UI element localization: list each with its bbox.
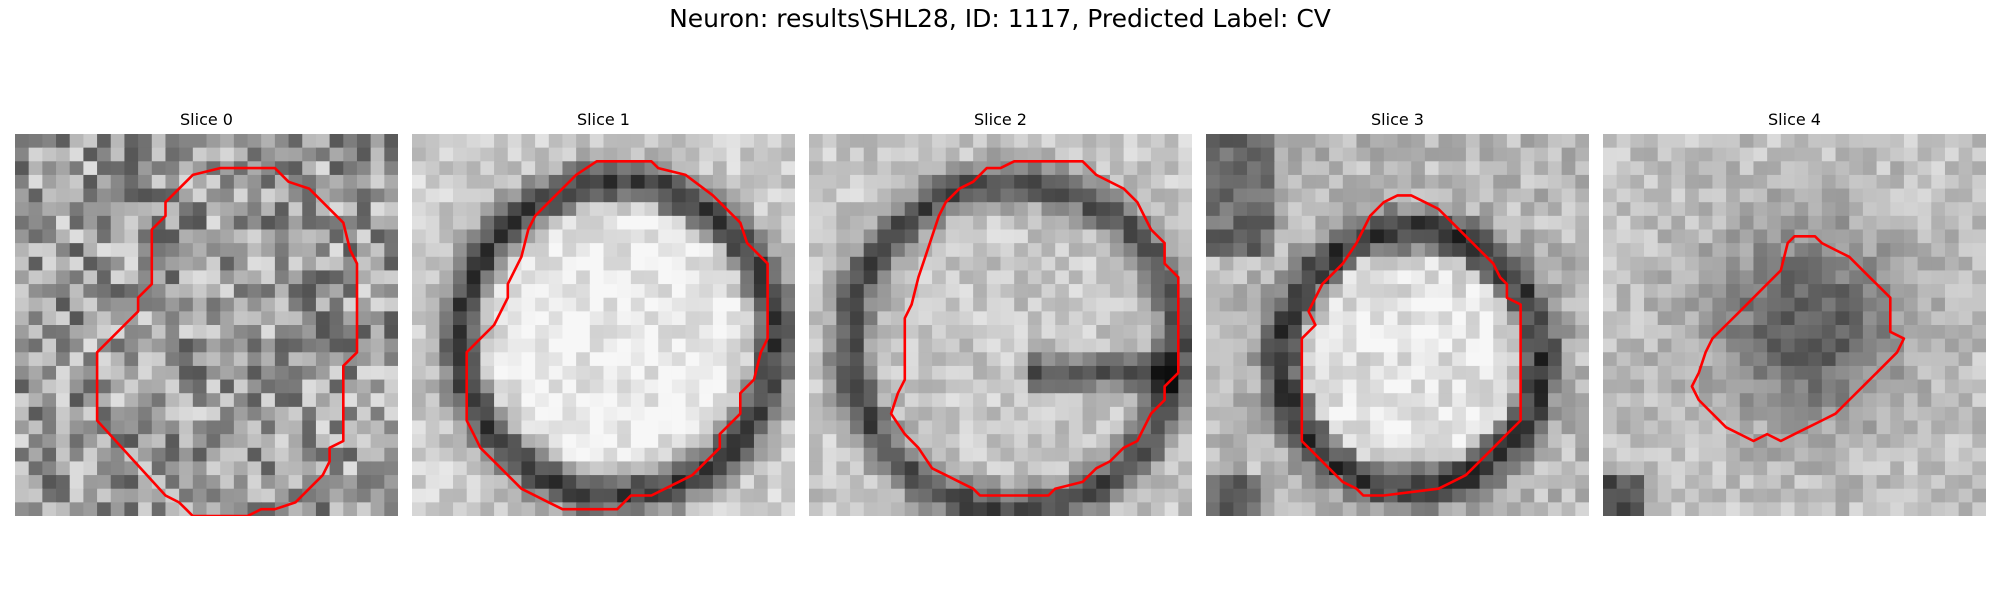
slice-image-0 (15, 134, 398, 516)
slice-panel-4 (1603, 134, 1986, 516)
pixel-grid-4 (1603, 134, 1986, 516)
pixel-grid-2 (809, 134, 1192, 516)
figure-title: Neuron: results\SHL28, ID: 1117, Predict… (669, 4, 1331, 33)
panel-title-slice-1: Slice 1 (577, 110, 630, 129)
slice-panel-2 (809, 134, 1192, 516)
slice-image-2 (809, 134, 1192, 516)
slice-image-4 (1603, 134, 1986, 516)
panel-title-slice-4: Slice 4 (1768, 110, 1821, 129)
neuron-contour-4 (1690, 235, 1906, 443)
pixel-grid-1 (412, 134, 795, 516)
slice-panel-0 (15, 134, 398, 516)
neuron-contour-0 (95, 166, 359, 516)
neuron-contour-3 (1300, 194, 1522, 497)
pixel-grid-3 (1206, 134, 1589, 516)
slice-panel-3 (1206, 134, 1589, 516)
slice-panel-1 (412, 134, 795, 516)
pixel-grid-0 (15, 134, 398, 516)
slice-image-1 (412, 134, 795, 516)
panel-title-slice-0: Slice 0 (180, 110, 233, 129)
neuron-contour-1 (465, 159, 769, 511)
slice-image-3 (1206, 134, 1589, 516)
panel-title-slice-2: Slice 2 (974, 110, 1027, 129)
panel-title-slice-3: Slice 3 (1371, 110, 1424, 129)
neuron-contour-2 (889, 159, 1180, 497)
